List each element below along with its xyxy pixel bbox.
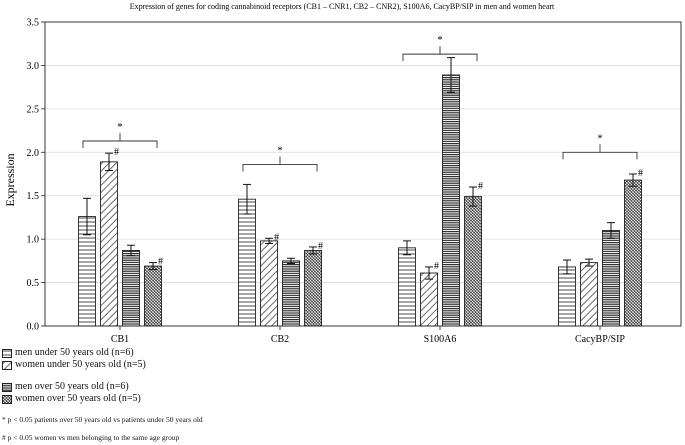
x-tick-label: CacyBP/SIP xyxy=(575,334,625,345)
bracket-line xyxy=(402,53,478,62)
bar xyxy=(580,262,598,327)
bar xyxy=(122,249,140,327)
bar xyxy=(282,260,300,327)
bar xyxy=(420,272,438,327)
bars xyxy=(78,46,642,327)
significance-mark: # xyxy=(318,241,323,252)
bar xyxy=(624,179,642,327)
significance-mark: # xyxy=(274,232,279,243)
axes xyxy=(41,21,682,330)
y-axis-label: Expression xyxy=(3,153,17,206)
bar xyxy=(442,74,460,327)
bracket-line xyxy=(562,151,638,160)
bar xyxy=(398,247,416,327)
bar xyxy=(238,198,256,327)
legend-item-women-over-50: women over 50 years old (n=5) xyxy=(2,393,141,405)
significance-bracket xyxy=(82,132,158,148)
significance-mark: # xyxy=(158,257,163,268)
legend-item-women-under-50: women under 50 years old (n=5) xyxy=(2,359,146,371)
bracket-line xyxy=(242,163,318,172)
x-tick-label: S100A6 xyxy=(424,334,457,345)
bar xyxy=(558,266,576,327)
y-tick-label: 2.5 xyxy=(27,104,40,115)
legend-label: women over 50 years old (n=5) xyxy=(15,393,141,404)
significance-mark: # xyxy=(114,147,119,158)
significance-bracket xyxy=(242,156,318,172)
significance-mark: # xyxy=(434,261,439,272)
significance-bracket xyxy=(402,46,478,62)
bar xyxy=(602,230,620,327)
legend-item-men-under-50: men under 50 years old (n=6) xyxy=(2,347,134,359)
bar xyxy=(304,249,322,327)
chart-title: Expression of genes for coding cannabino… xyxy=(130,2,555,11)
y-tick-label: 1.0 xyxy=(27,235,40,246)
legend-label: men over 50 years old (n=6) xyxy=(15,381,129,392)
y-tick-label: 2.0 xyxy=(27,148,40,159)
plot-frame xyxy=(44,21,682,327)
bracket-label: * xyxy=(117,121,123,133)
legend-label: women under 50 years old (n=5) xyxy=(15,359,146,370)
bar xyxy=(260,240,278,327)
bracket-label: * xyxy=(437,34,443,46)
y-tick-label: 3.0 xyxy=(27,61,40,72)
y-tick-label: 3.5 xyxy=(27,18,40,29)
legend-item-men-over-50: men over 50 years old (n=6) xyxy=(2,381,129,393)
bar xyxy=(144,265,162,327)
footnote-significance-age: * p < 0.05 patients over 50 years old vs… xyxy=(2,415,203,424)
x-tick-label: CB1 xyxy=(111,334,129,345)
bar xyxy=(100,161,118,327)
y-tick-label: 0.5 xyxy=(27,278,40,289)
tick-labels: 0.0 0.5 1.0 1.5 2.0 2.5 3.0 3.5 CB1 CB2 S100A6 Cacy… xyxy=(27,18,644,346)
significance-bracket xyxy=(562,144,638,160)
legend-label: men under 50 years old (n=6) xyxy=(15,347,134,358)
bracket-label: * xyxy=(597,132,603,144)
bar xyxy=(464,196,482,327)
significance-mark: # xyxy=(478,181,483,192)
y-tick-label: 1.5 xyxy=(27,191,40,202)
y-tick-label: 0.0 xyxy=(27,322,40,333)
footnote-significance-sex: # p < 0.05 women vs men belonging to the… xyxy=(2,433,180,442)
bracket-label: * xyxy=(277,144,283,156)
bracket-line xyxy=(82,140,158,148)
significance-mark: # xyxy=(638,168,643,179)
x-tick-label: CB2 xyxy=(271,334,289,345)
